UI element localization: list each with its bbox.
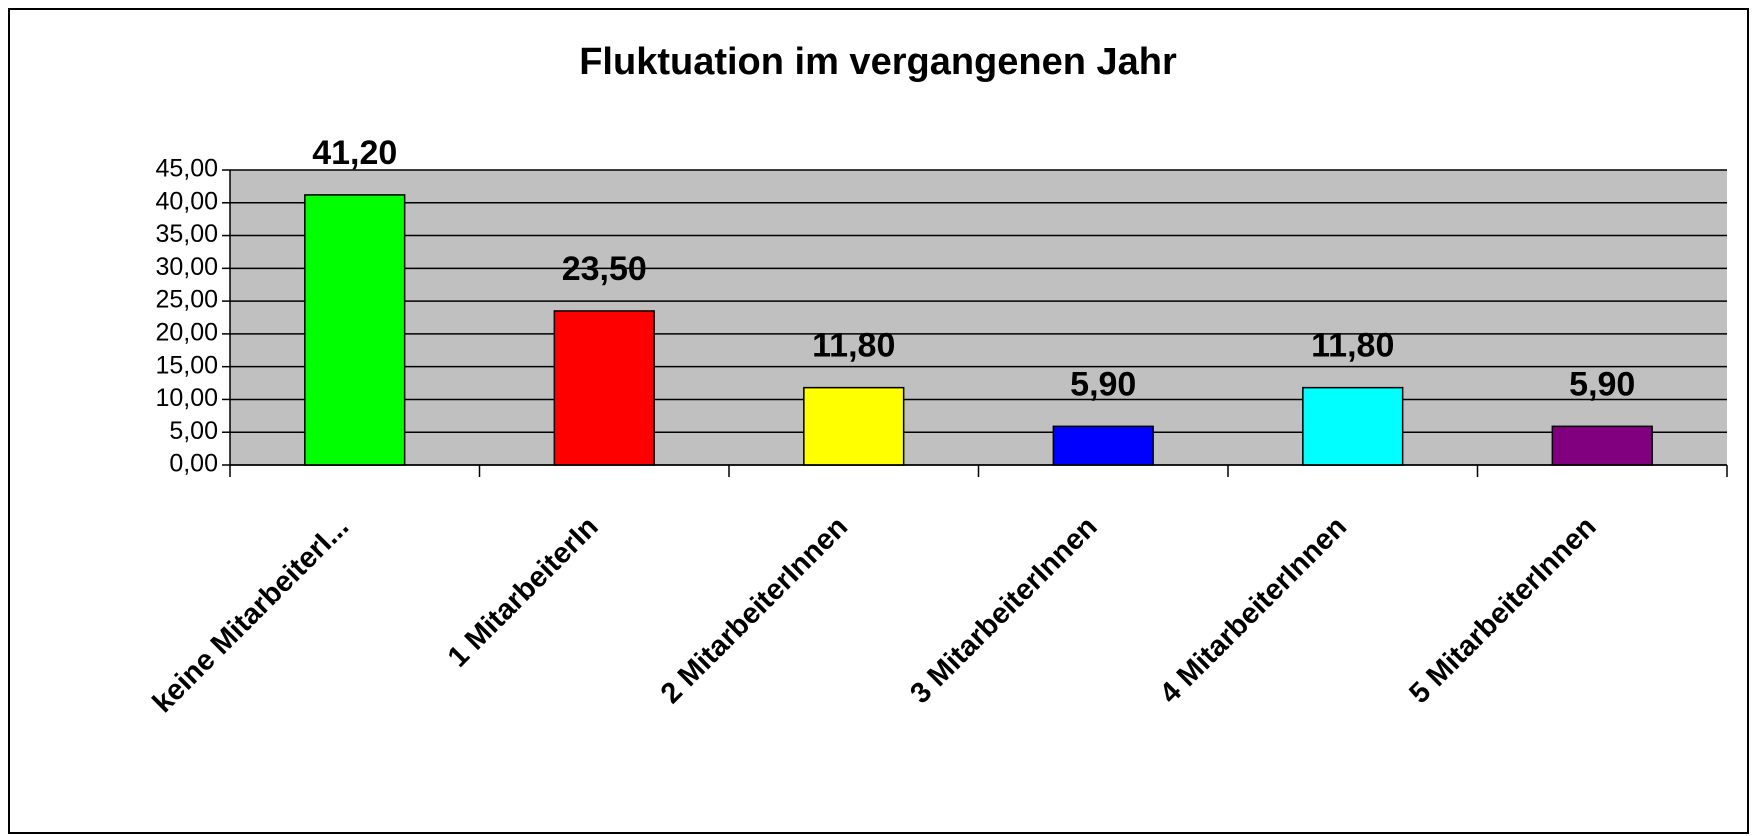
y-tick-label: 30,00 [155, 253, 218, 281]
y-tick-label: 45,00 [155, 155, 218, 183]
y-tick-label: 25,00 [155, 286, 218, 314]
value-label: 41,20 [312, 134, 397, 172]
y-tick-label: 20,00 [155, 318, 218, 346]
value-label: 23,50 [562, 250, 647, 288]
bar [803, 386, 905, 466]
value-label: 5,90 [1070, 365, 1136, 403]
value-label: 5,90 [1569, 365, 1635, 403]
value-label: 11,80 [1311, 327, 1394, 365]
y-tick-label: 15,00 [155, 351, 218, 379]
y-tick-label: 40,00 [155, 187, 218, 215]
bar [1551, 425, 1653, 466]
bar [304, 194, 406, 466]
bar [1302, 386, 1404, 466]
chart-title: Fluktuation im vergangenen Jahr [579, 41, 1177, 83]
bar [553, 310, 655, 466]
y-tick-label: 10,00 [155, 384, 218, 412]
bar [1052, 425, 1154, 466]
plot-area [230, 170, 1727, 465]
y-tick-label: 0,00 [169, 450, 218, 478]
value-label: 11,80 [812, 327, 895, 365]
y-tick-label: 35,00 [155, 220, 218, 248]
y-tick-label: 5,00 [169, 417, 218, 445]
